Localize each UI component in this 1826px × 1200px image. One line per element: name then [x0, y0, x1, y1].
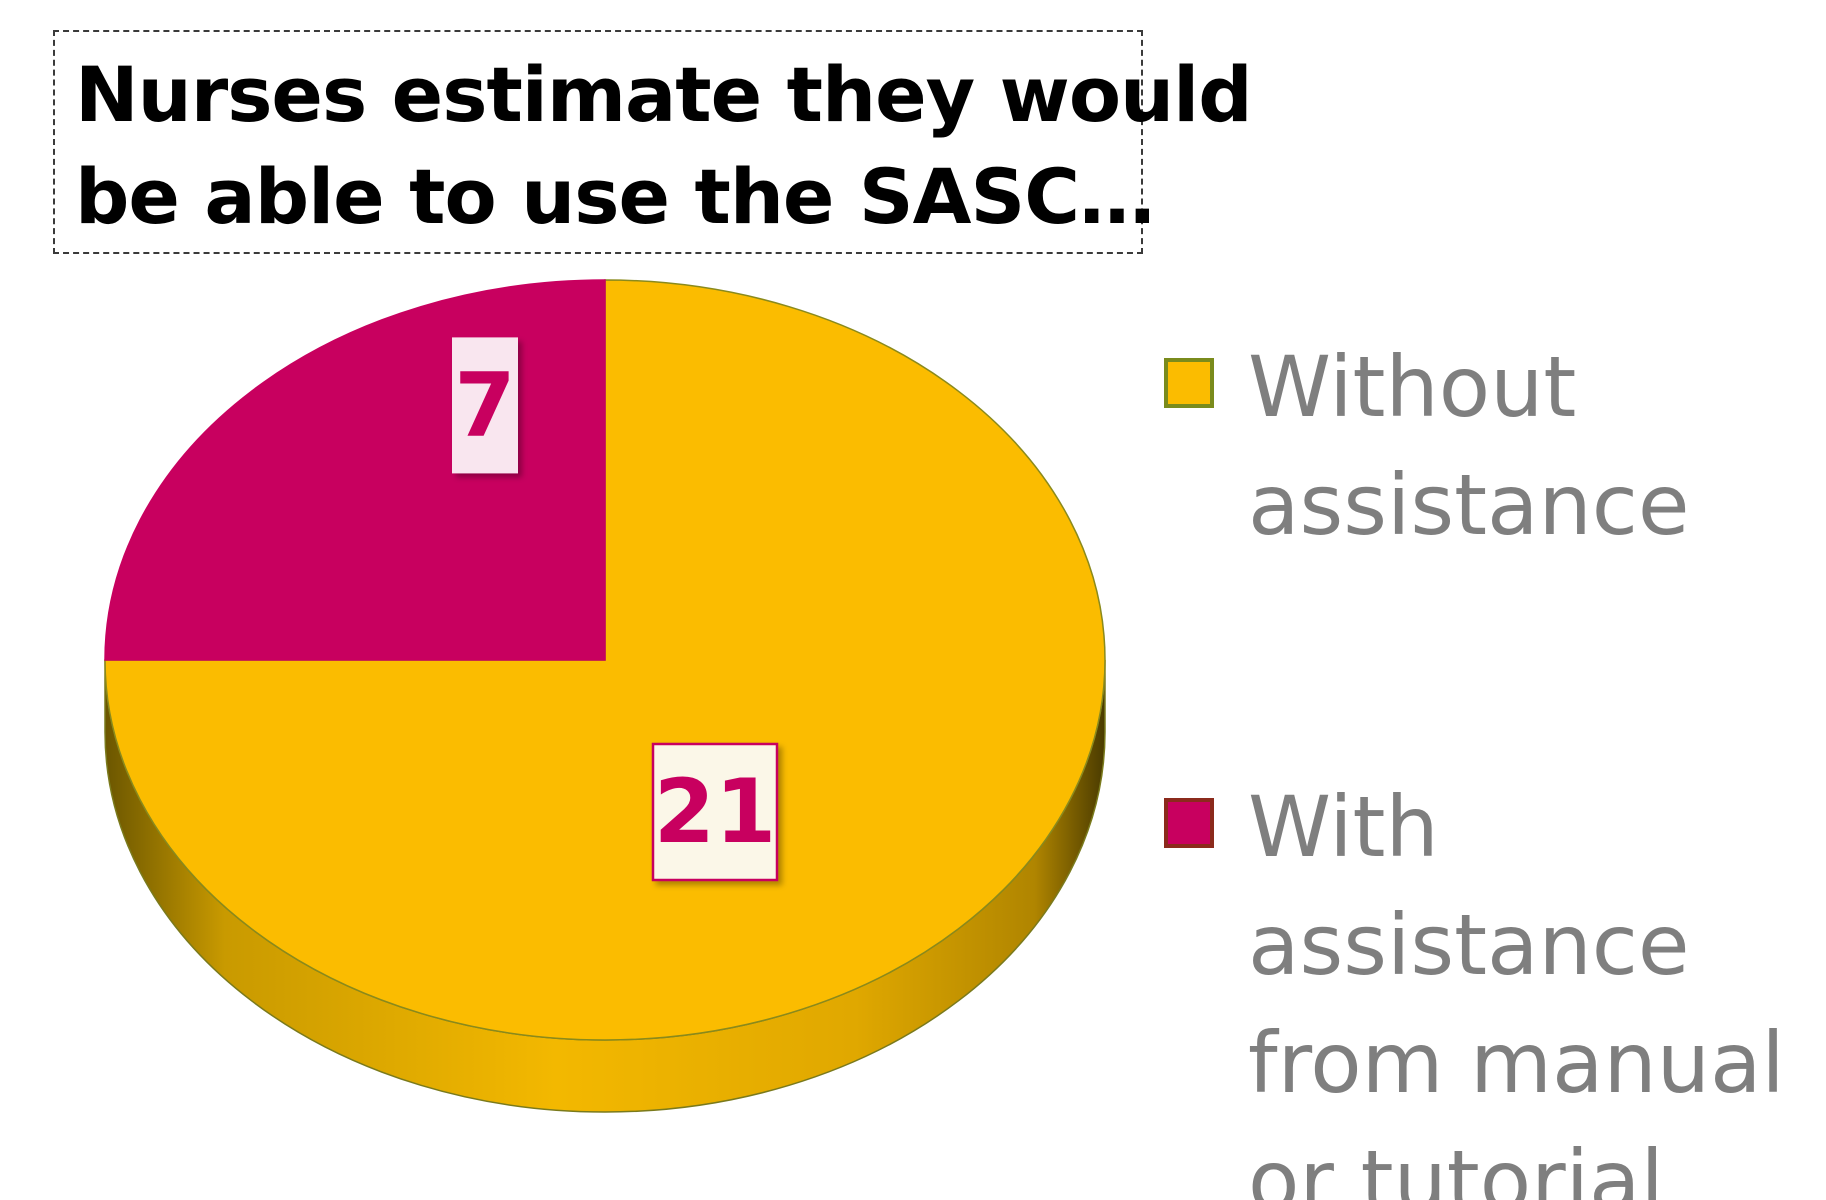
legend-label-without-assistance: Without assistance [1248, 338, 1690, 554]
chart-title-line-1: Nurses estimate they would [75, 50, 1253, 139]
data-label-box-without-assistance [651, 742, 779, 882]
chart-title-box: Nurses estimate they would be able to us… [53, 30, 1253, 254]
legend-label-with-assistance: With assistance from manual or tutorial [1248, 778, 1785, 1200]
pie-slice-without-assistance [104, 279, 1106, 1041]
data-label-with-assistance: 7 [454, 353, 515, 456]
legend-swatch-without-assistance [1164, 358, 1214, 408]
legend-swatch-with-assistance [1164, 798, 1214, 848]
data-label-without-assistance: 21 [654, 760, 776, 863]
chart-title-line-2: be able to use the SASC… [75, 152, 1155, 241]
pie-slice-with-assistance [104, 279, 606, 661]
data-label-box-with-assistance [452, 337, 518, 474]
